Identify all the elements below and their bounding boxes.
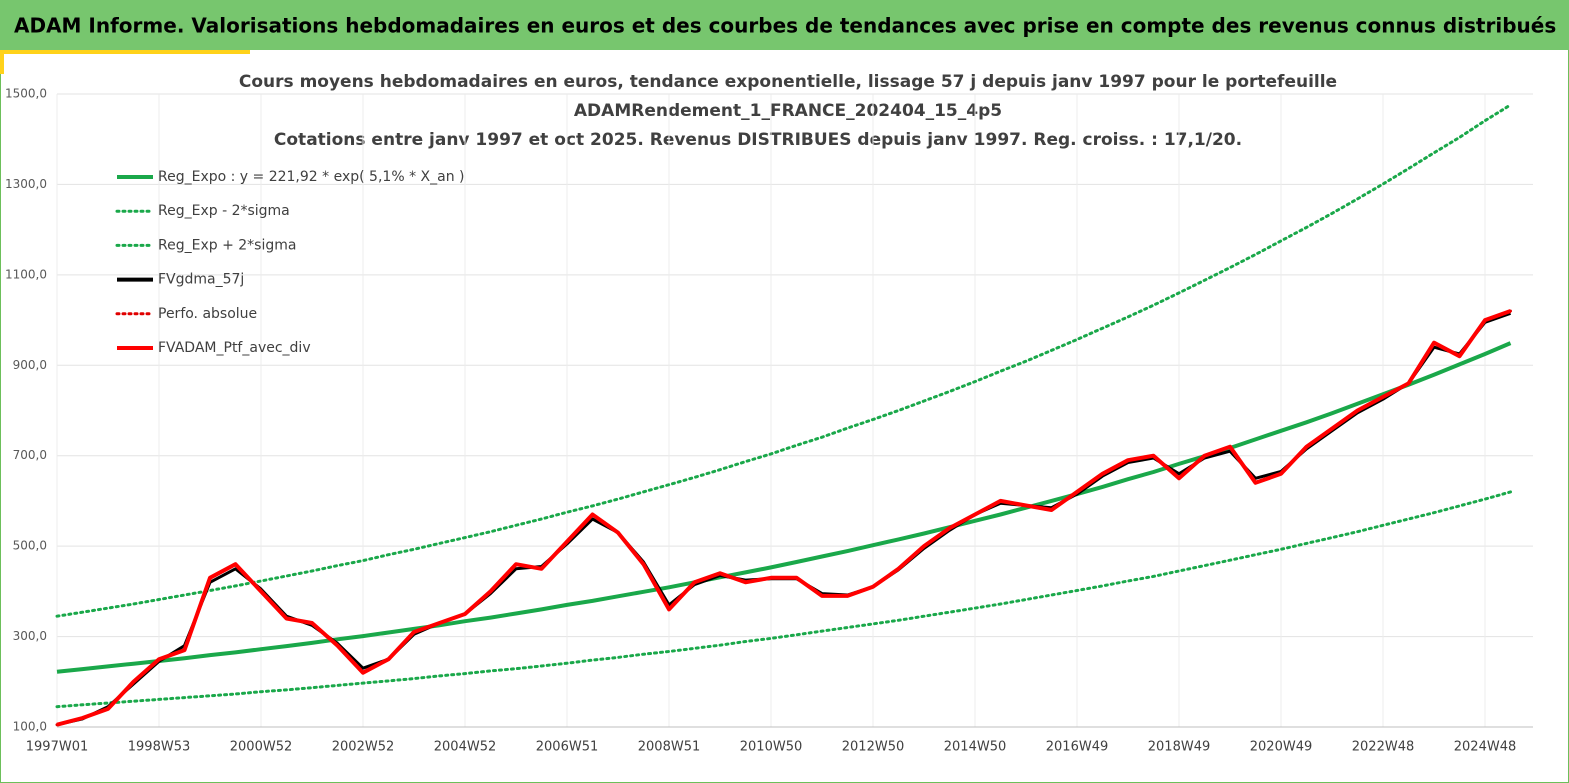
x-tick-label: 2010W50	[740, 740, 802, 755]
x-tick-label: 2014W50	[944, 740, 1006, 755]
legend-label: FVADAM_Ptf_avec_div	[158, 340, 311, 356]
chart-title: ADAMRendement_1_FRANCE_202404_15_4p5	[574, 101, 1002, 121]
y-tick-label: 100,0	[13, 720, 47, 734]
y-tick-label: 900,0	[13, 358, 47, 372]
chart-title: Cours moyens hebdomadaires en euros, ten…	[239, 72, 1337, 92]
x-tick-label: 1998W53	[128, 740, 190, 755]
series-line	[55, 490, 1512, 709]
legend-label: FVgdma_57j	[158, 272, 244, 288]
y-tick-label: 1300,0	[5, 177, 47, 191]
x-tick-label: 2002W52	[332, 740, 394, 755]
legend-label: Reg_Exp + 2*sigma	[158, 237, 296, 253]
x-tick-label: 2012W50	[842, 740, 904, 755]
x-tick-label: 2004W52	[434, 740, 496, 755]
y-tick-label: 500,0	[13, 539, 47, 553]
banner-bg	[0, 0, 1569, 50]
y-tick-label: 300,0	[13, 629, 47, 643]
series-line	[56, 309, 1512, 727]
x-tick-label: 2018W49	[1148, 740, 1210, 755]
series-line	[55, 103, 1512, 618]
legend-label: Perfo. absolue	[158, 306, 257, 322]
legend-label: Reg_Expo : y = 221,92 * exp( 5,1% * X_an…	[158, 169, 464, 185]
x-tick-label: 2020W49	[1250, 740, 1312, 755]
y-tick-label: 1100,0	[5, 267, 47, 281]
y-tick-label: 1500,0	[5, 87, 47, 101]
x-tick-label: 2024W48	[1454, 740, 1516, 755]
banner: ADAM Informe. Valorisations hebdomadaire…	[14, 14, 1556, 38]
accent	[0, 50, 250, 54]
accent	[0, 50, 4, 74]
y-tick-label: 700,0	[13, 448, 47, 462]
x-tick-label: 2016W49	[1046, 740, 1108, 755]
legend-label: Reg_Exp - 2*sigma	[158, 203, 290, 219]
x-tick-label: 2022W48	[1352, 740, 1414, 755]
x-tick-label: 1997W01	[26, 740, 88, 755]
x-tick-label: 2000W52	[230, 740, 292, 755]
chart-title: Cotations entre janv 1997 et oct 2025. R…	[274, 130, 1242, 150]
x-tick-label: 2008W51	[638, 740, 700, 755]
x-tick-label: 2006W51	[536, 740, 598, 755]
series-line	[56, 341, 1512, 674]
